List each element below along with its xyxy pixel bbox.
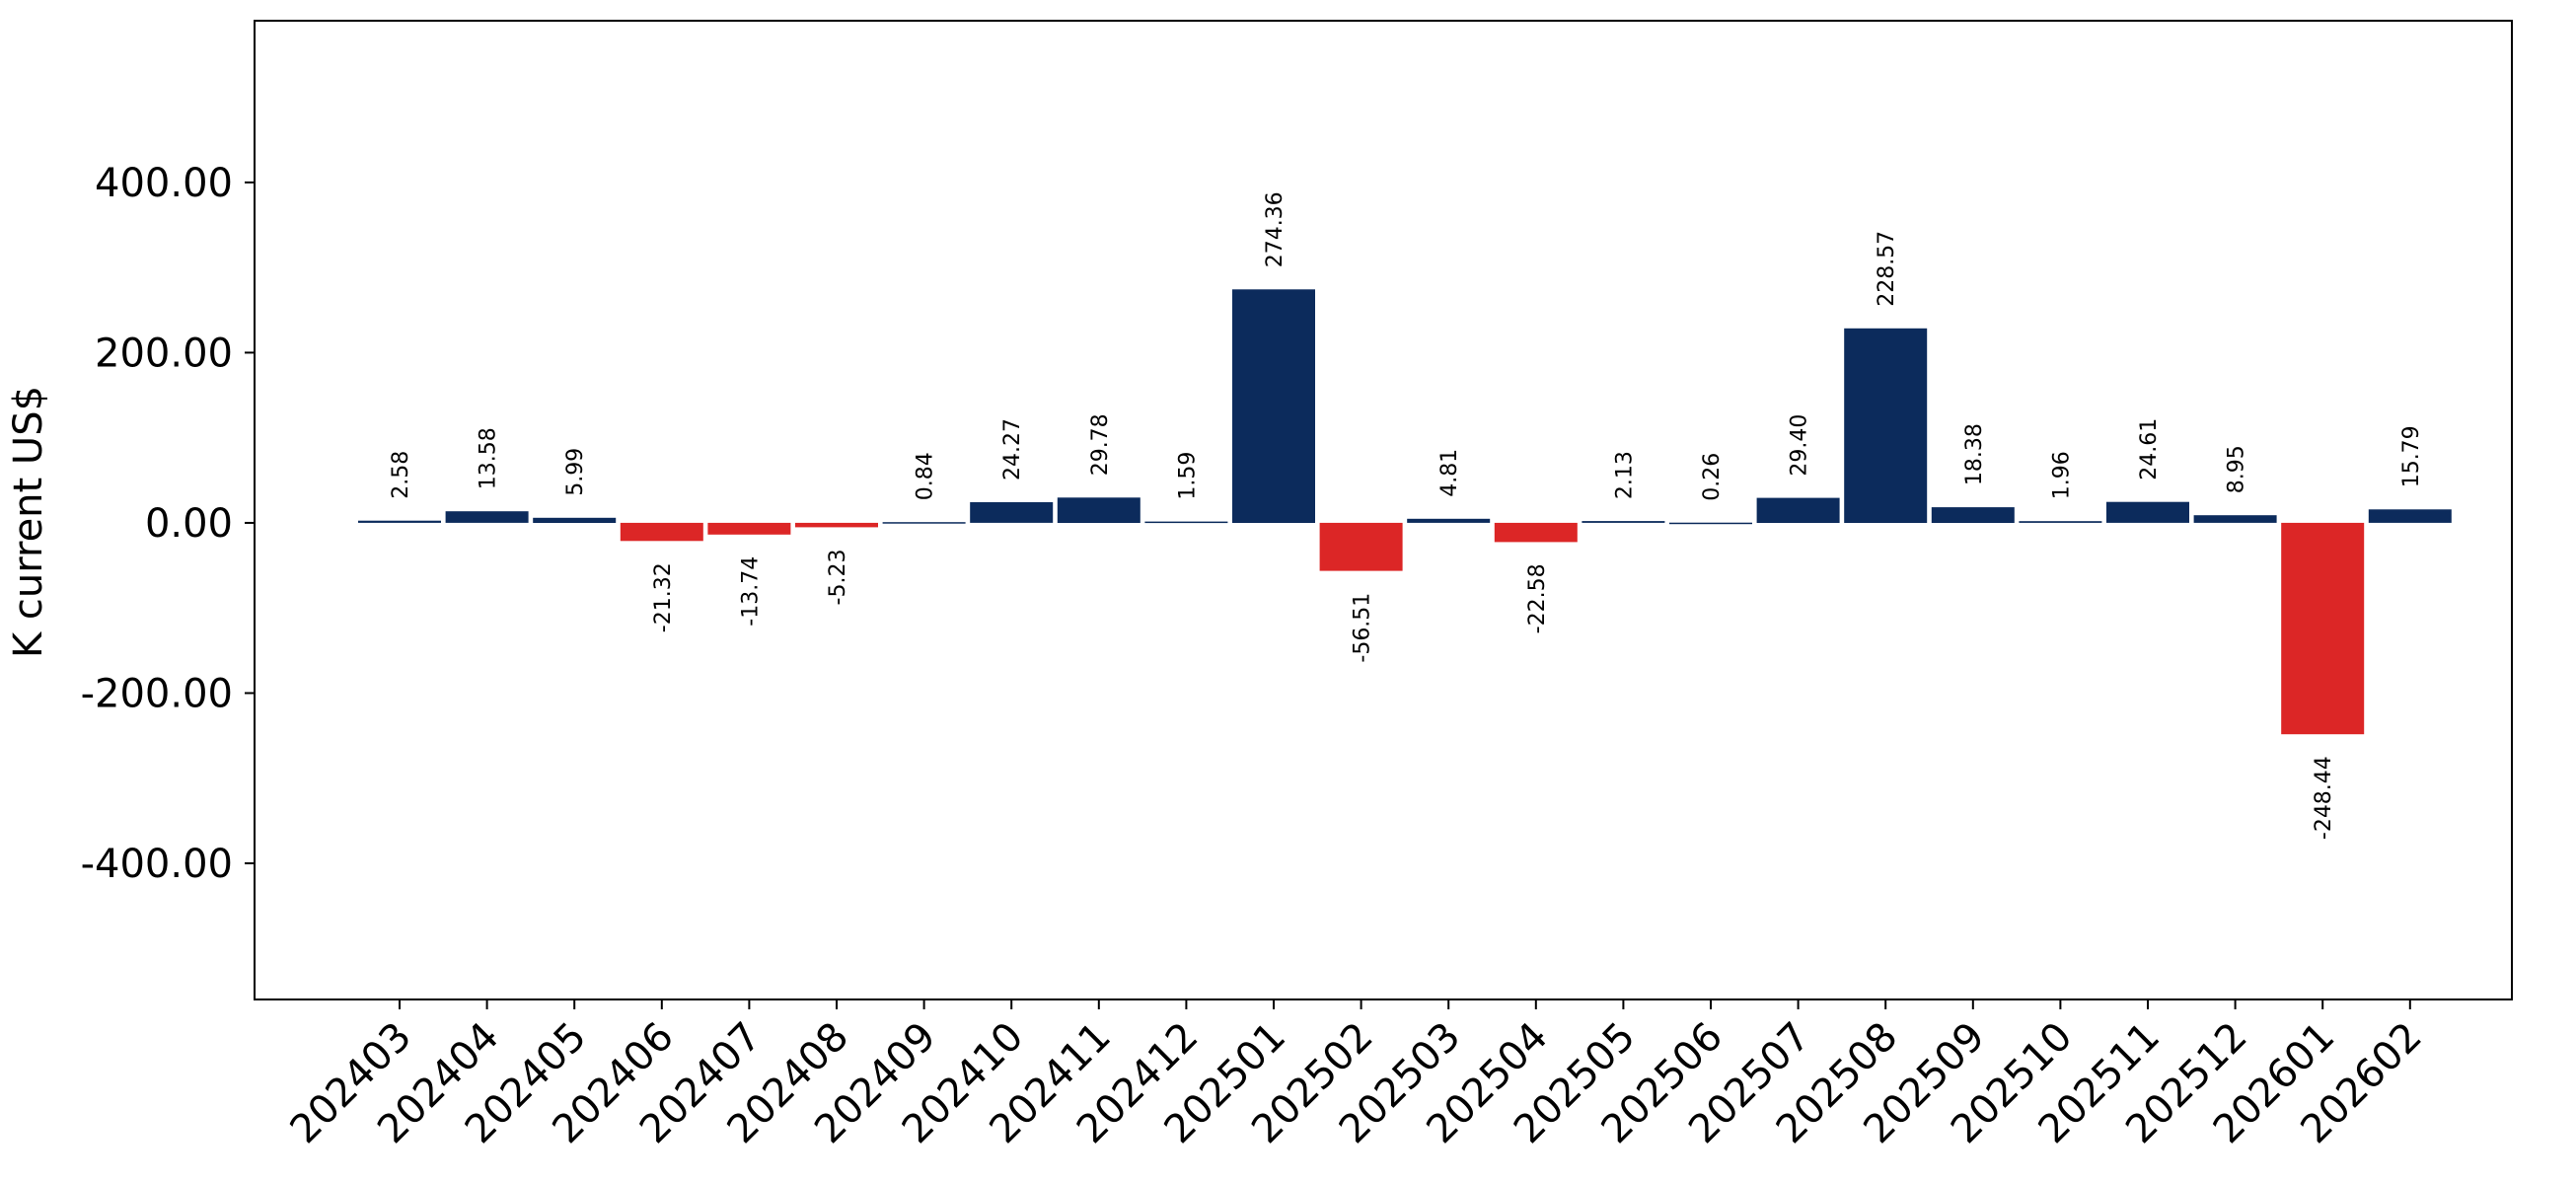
bar-202507 [1756, 497, 1840, 523]
bar-202501 [1232, 289, 1315, 523]
bar-value-label: 8.95 [2225, 445, 2249, 493]
bar-202408 [795, 522, 878, 528]
bar-202503 [1407, 518, 1491, 523]
y-ticks-group: 400.00 200.00 0.00 -200.00 -400.00 [81, 161, 255, 887]
y-axis-title: K current US$ [6, 386, 51, 658]
bar-value-label: 4.81 [1437, 449, 1462, 497]
bar-202410 [970, 502, 1054, 523]
bar-202411 [1057, 497, 1141, 523]
bar-202601 [2281, 522, 2365, 735]
bar-value-label: 15.79 [2399, 425, 2424, 487]
y-tick-label: 400.00 [95, 161, 233, 206]
bar-202406 [620, 522, 703, 542]
bar-value-label: -21.32 [651, 562, 676, 632]
bar-202412 [1144, 521, 1228, 524]
bar-labels-group: 2.58 13.58 5.99 -21.32 -13.74 -5.23 0.84 24.27 2… [389, 191, 2424, 840]
bar-value-label: 1.59 [1175, 452, 1200, 500]
bar-202509 [1931, 507, 2015, 523]
bar-202505 [1582, 521, 1665, 523]
bar-value-label: -56.51 [1351, 593, 1375, 663]
bar-202405 [533, 517, 617, 523]
bar-202409 [882, 522, 966, 524]
bar-202510 [2019, 521, 2102, 523]
y-tick-label: 0.00 [145, 501, 233, 547]
plot-frame [254, 20, 2513, 1000]
bar-value-label: 2.58 [389, 451, 413, 499]
y-tick-label: -400.00 [81, 842, 233, 887]
bar-value-label: 2.13 [1612, 451, 1637, 499]
bar-202506 [1669, 522, 1752, 525]
y-tick-label: 200.00 [95, 331, 233, 376]
bar-202512 [2193, 515, 2277, 523]
bar-202407 [707, 522, 791, 535]
bar-value-label: 5.99 [563, 448, 588, 496]
bar-202502 [1319, 522, 1403, 571]
bar-202504 [1494, 522, 1578, 543]
bar-value-label: 24.61 [2137, 418, 2162, 481]
y-axis-title-group: K current US$ [6, 386, 51, 658]
bar-value-label: -5.23 [826, 550, 850, 606]
bar-value-label: 274.36 [1263, 191, 1288, 267]
bars-group [358, 289, 2452, 735]
bar-value-label: 24.27 [1000, 418, 1025, 481]
bar-value-label: 228.57 [1875, 231, 1899, 307]
bar-202403 [358, 520, 441, 523]
bar-202602 [2368, 509, 2452, 523]
bar-value-label: 0.26 [1700, 453, 1725, 501]
bar-value-label: 1.96 [2049, 451, 2074, 499]
bar-value-label: 0.84 [914, 452, 938, 500]
bar-value-label: -22.58 [1525, 563, 1550, 633]
bar-value-label: 13.58 [477, 427, 501, 489]
y-tick-label: -200.00 [81, 671, 233, 716]
bar-202508 [1844, 328, 1928, 523]
bar-202404 [445, 511, 529, 523]
bar-value-label: 18.38 [1962, 423, 1987, 485]
bar-value-label: -13.74 [738, 556, 763, 627]
bar-202511 [2106, 501, 2189, 523]
bar-value-label: 29.78 [1088, 413, 1113, 476]
bar-value-label: 29.40 [1788, 414, 1812, 477]
bar-value-label: -248.44 [2312, 756, 2336, 840]
